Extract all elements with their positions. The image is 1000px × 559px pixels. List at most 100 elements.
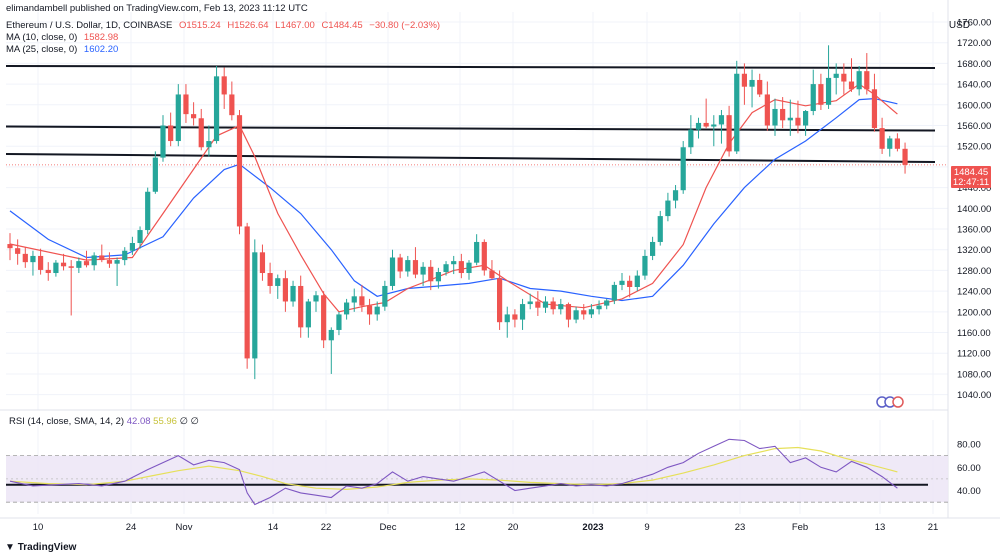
- candle: [550, 297, 556, 315]
- candle: [757, 73, 763, 98]
- candle-body: [588, 309, 594, 315]
- candle: [305, 298, 311, 338]
- candle-body: [611, 284, 617, 301]
- candle-body: [7, 244, 13, 249]
- time-tick-label: Feb: [792, 522, 808, 533]
- event-icons[interactable]: [876, 396, 904, 408]
- candle: [91, 252, 97, 271]
- candle-body: [298, 285, 304, 328]
- candle-body: [818, 84, 824, 105]
- candle-body: [680, 147, 686, 191]
- candle: [825, 45, 832, 109]
- candle-body: [581, 310, 587, 315]
- candle-body: [191, 114, 197, 119]
- tradingview-logo[interactable]: ▼ TradingView: [5, 542, 76, 553]
- ma10-label: MA (10, close, 0): [6, 32, 78, 43]
- candle-body: [405, 260, 411, 272]
- candle-body: [596, 305, 602, 310]
- candle: [894, 133, 900, 152]
- candle-body: [374, 306, 380, 315]
- price-axis[interactable]: 1040.00 1080.00 1120.00 1160.00 1200.00 1240.…: [957, 18, 991, 498]
- symbol-legend[interactable]: Ethereum / U.S. Dollar, 1D, COINBASE O15…: [6, 20, 444, 31]
- close-value: C1484.45: [321, 20, 363, 31]
- candle: [871, 73, 878, 132]
- flag-icon[interactable]: [892, 396, 904, 408]
- candle: [665, 192, 671, 222]
- ma10-legend[interactable]: MA (10, close, 0) 1582.98: [6, 32, 122, 43]
- rsi-legend[interactable]: RSI (14, close, SMA, 14, 2) 42.08 55.96 …: [9, 416, 199, 427]
- candle-body: [803, 111, 809, 126]
- candle-body: [53, 262, 59, 274]
- candle: [122, 247, 128, 266]
- candle-body: [481, 241, 487, 271]
- candle-body: [397, 257, 403, 272]
- candle-body: [76, 261, 82, 268]
- candle-body: [366, 305, 373, 315]
- candle: [259, 244, 266, 281]
- candle-body: [841, 73, 847, 82]
- candle-body: [145, 191, 151, 231]
- candle-body: [321, 295, 327, 341]
- price-tick-label: 1760.00: [957, 18, 991, 29]
- candle: [680, 141, 686, 194]
- candle: [688, 115, 694, 154]
- candle: [474, 234, 480, 266]
- candle: [290, 280, 296, 307]
- candle: [535, 291, 541, 316]
- candle-body: [542, 301, 549, 308]
- candle: [328, 327, 334, 374]
- candle: [420, 262, 426, 286]
- ma25-line: [9, 97, 898, 302]
- candle-body: [15, 248, 21, 254]
- candle: [848, 58, 855, 92]
- candle: [229, 81, 235, 121]
- candle: [397, 253, 403, 279]
- candle: [734, 60, 740, 154]
- candle-body: [244, 226, 250, 359]
- candle-body: [512, 314, 518, 320]
- candle-body: [443, 264, 449, 272]
- candle-body: [91, 255, 97, 266]
- candle-body: [734, 73, 740, 152]
- candle: [627, 275, 633, 298]
- rsi-sma-value: 55.96: [153, 416, 177, 427]
- last-price-value: 1484.45: [954, 167, 988, 178]
- candle-body: [780, 108, 786, 121]
- candle-body: [175, 94, 181, 142]
- price-tick-label: 1120.00: [957, 349, 991, 360]
- candle: [22, 247, 28, 268]
- candle-body: [252, 252, 258, 359]
- candle: [213, 65, 220, 144]
- candle: [527, 293, 533, 310]
- candle: [512, 309, 518, 328]
- candle: [168, 112, 174, 147]
- candle-body: [412, 260, 419, 275]
- candle: [458, 253, 464, 279]
- candle-body: [749, 79, 755, 87]
- candle-body: [535, 301, 541, 308]
- candle-body: [213, 76, 220, 142]
- candle-body: [451, 261, 457, 265]
- tradingview-icon: ▼: [5, 542, 15, 553]
- time-tick-label: 13: [875, 522, 886, 533]
- time-tick-label: 20: [508, 522, 519, 533]
- candle: [15, 239, 21, 265]
- candle-body: [458, 261, 464, 274]
- candle: [902, 142, 908, 174]
- candle: [359, 284, 365, 312]
- price-tick-label: 1280.00: [957, 266, 991, 277]
- high-value: H1526.64: [227, 20, 269, 31]
- time-axis[interactable]: 10 24 Nov 14 22 Dec 12 20 2023 9 23 Feb 13 21: [33, 522, 939, 533]
- price-tick-label: 1720.00: [957, 38, 991, 49]
- price-tick-label: 1640.00: [957, 80, 991, 91]
- candle: [741, 63, 747, 105]
- publisher-line: elimandambell published on TradingView.c…: [6, 3, 308, 14]
- candle: [275, 274, 281, 299]
- candle-body: [550, 301, 556, 310]
- candle: [726, 105, 732, 157]
- candle: [711, 115, 717, 147]
- candle-body: [359, 296, 365, 306]
- ma25-legend[interactable]: MA (25, close, 0) 1602.20: [6, 44, 122, 55]
- candle: [191, 102, 197, 126]
